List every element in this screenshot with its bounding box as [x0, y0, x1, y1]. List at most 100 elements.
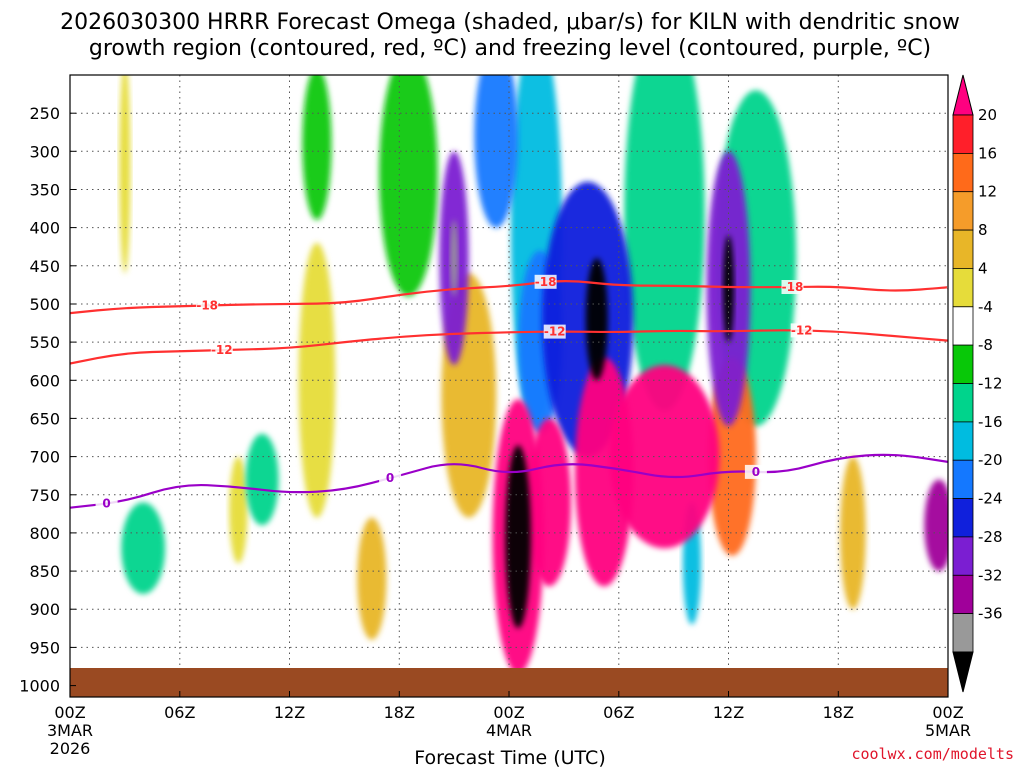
colorbar-top-arrow	[952, 74, 974, 116]
colorbar-label: -8	[978, 336, 993, 354]
y-tick-label: 600	[29, 371, 60, 390]
y-tick-label: 300	[29, 142, 60, 161]
contour-label-freezing_level_0: 0	[386, 471, 394, 485]
omega-cell	[302, 75, 332, 220]
omega-cell	[121, 502, 166, 594]
contour-label-bg	[196, 298, 219, 313]
contour-label-dgz_-18: -18	[535, 275, 557, 289]
x-tick-date-label: 4MAR	[486, 721, 532, 740]
contour-label-bg	[744, 464, 767, 479]
contour-label-bg	[543, 324, 566, 339]
contour-label-bg	[781, 280, 804, 294]
omega-cell	[119, 75, 131, 274]
credit-text: coolwx.com/modelts	[851, 745, 1014, 763]
colorbar-swatch	[952, 306, 974, 346]
colorbar-swatch	[952, 344, 974, 384]
colorbar: 20 16 12 8 4 -4 -8 -12 -16 -20 -24 -28 -32 -36	[952, 74, 1003, 693]
contour-label-bg	[790, 323, 813, 338]
colorbar-label: -20	[978, 451, 1003, 469]
y-tick-label: 500	[29, 295, 60, 314]
y-tick-label: 450	[29, 257, 60, 276]
y-tick-label: 850	[29, 562, 60, 581]
omega-cell	[924, 479, 948, 572]
contour-label-dgz_-12: -12	[544, 325, 566, 339]
colorbar-label: 16	[978, 144, 997, 162]
contour-lines: -18 -18 -18 -12 -12 -12 0 0 0	[70, 274, 948, 511]
x-tick-label: 18Z	[384, 703, 415, 722]
colorbar-label: 8	[978, 221, 988, 239]
x-tick-label: 00Z	[932, 703, 963, 722]
contour-label-dgz_-18: -18	[196, 299, 218, 313]
colorbar-swatch	[952, 536, 974, 576]
y-tick-label: 750	[29, 486, 60, 505]
x-tick-label: 12Z	[713, 703, 744, 722]
y-tick-label: 700	[29, 448, 60, 467]
colorbar-swatch	[952, 152, 974, 193]
x-tick-label: 06Z	[164, 703, 195, 722]
colorbar-swatch	[952, 191, 974, 231]
x-axis-label: Forecast Time (UTC)	[414, 747, 605, 768]
x-tick-label: 18Z	[823, 703, 854, 722]
colorbar-swatch	[952, 574, 974, 615]
y-tick-label: 950	[29, 638, 60, 657]
chart-title-line-2: growth region (contoured, red, ºC) and f…	[89, 36, 931, 61]
omega-cell	[450, 220, 458, 297]
omega-cell	[585, 258, 608, 381]
colorbar-swatch	[952, 114, 974, 154]
x-tick-label: 12Z	[274, 703, 305, 722]
colorbar-label: 12	[978, 183, 997, 201]
omega-cell	[574, 357, 634, 587]
y-tick-label: 550	[29, 333, 60, 352]
colorbar-label: -32	[978, 566, 1003, 584]
contour-label-dgz_-12: -12	[211, 343, 233, 357]
colorbar-swatch	[952, 613, 974, 653]
colorbar-swatch	[952, 498, 974, 538]
x-tick-label: 00Z	[54, 703, 85, 722]
x-tick-year-label: 2026	[50, 739, 91, 758]
y-tick-label: 400	[29, 219, 60, 238]
contour-label-dgz_-12: -12	[791, 323, 813, 337]
omega-cell	[474, 75, 519, 228]
x-tick-date-label: 5MAR	[925, 721, 971, 740]
colorbar-bottom-arrow	[952, 651, 974, 693]
y-tick-label: 800	[29, 524, 60, 543]
x-tick-label: 00Z	[493, 703, 524, 722]
contour-dgz_-12	[70, 329, 948, 365]
omega-cell	[379, 75, 438, 297]
contour-label-bg	[379, 471, 402, 486]
colorbar-label: 20	[978, 106, 997, 124]
colorbar-swatch	[952, 267, 974, 308]
chart-title-line-1: 2026030300 HRRR Forecast Omega (shaded, …	[60, 10, 960, 35]
colorbar-swatch	[952, 229, 974, 269]
omega-cell	[357, 517, 387, 640]
y-tick-label: 650	[29, 409, 60, 428]
colorbar-label: -28	[978, 528, 1003, 546]
contour-label-bg	[210, 343, 233, 358]
y-axis: 250 300 350 400 450 500 550 600 650 700 750 800 850 9…	[19, 104, 76, 696]
colorbar-label: -36	[978, 605, 1003, 623]
omega-cell	[245, 433, 279, 526]
contour-label-freezing_level_0: 0	[752, 465, 760, 479]
omega-cell	[723, 235, 734, 343]
colorbar-swatch	[952, 459, 974, 500]
contour-label-bg	[95, 496, 118, 511]
omega-cell	[229, 456, 248, 564]
contour-label-bg	[534, 274, 557, 289]
contour-freezing_level_0	[70, 453, 948, 509]
omega-cell	[624, 75, 705, 411]
y-tick-label: 350	[29, 181, 60, 200]
colorbar-label: -16	[978, 413, 1003, 431]
colorbar-label: 4	[978, 259, 988, 277]
contour-label-freezing_level_0: 0	[102, 497, 110, 511]
plot-area: -18 -18 -18 -12 -12 -12 0 0 0	[69, 74, 949, 698]
x-tick-label: 06Z	[603, 703, 634, 722]
omega-cell	[298, 242, 336, 518]
y-tick-label: 1000	[19, 677, 60, 696]
x-tick-date-label: 3MAR	[47, 721, 93, 740]
omega-cell	[840, 456, 866, 610]
colorbar-label: -24	[978, 490, 1003, 508]
colorbar-swatch	[952, 421, 974, 461]
omega-cell	[505, 445, 531, 629]
